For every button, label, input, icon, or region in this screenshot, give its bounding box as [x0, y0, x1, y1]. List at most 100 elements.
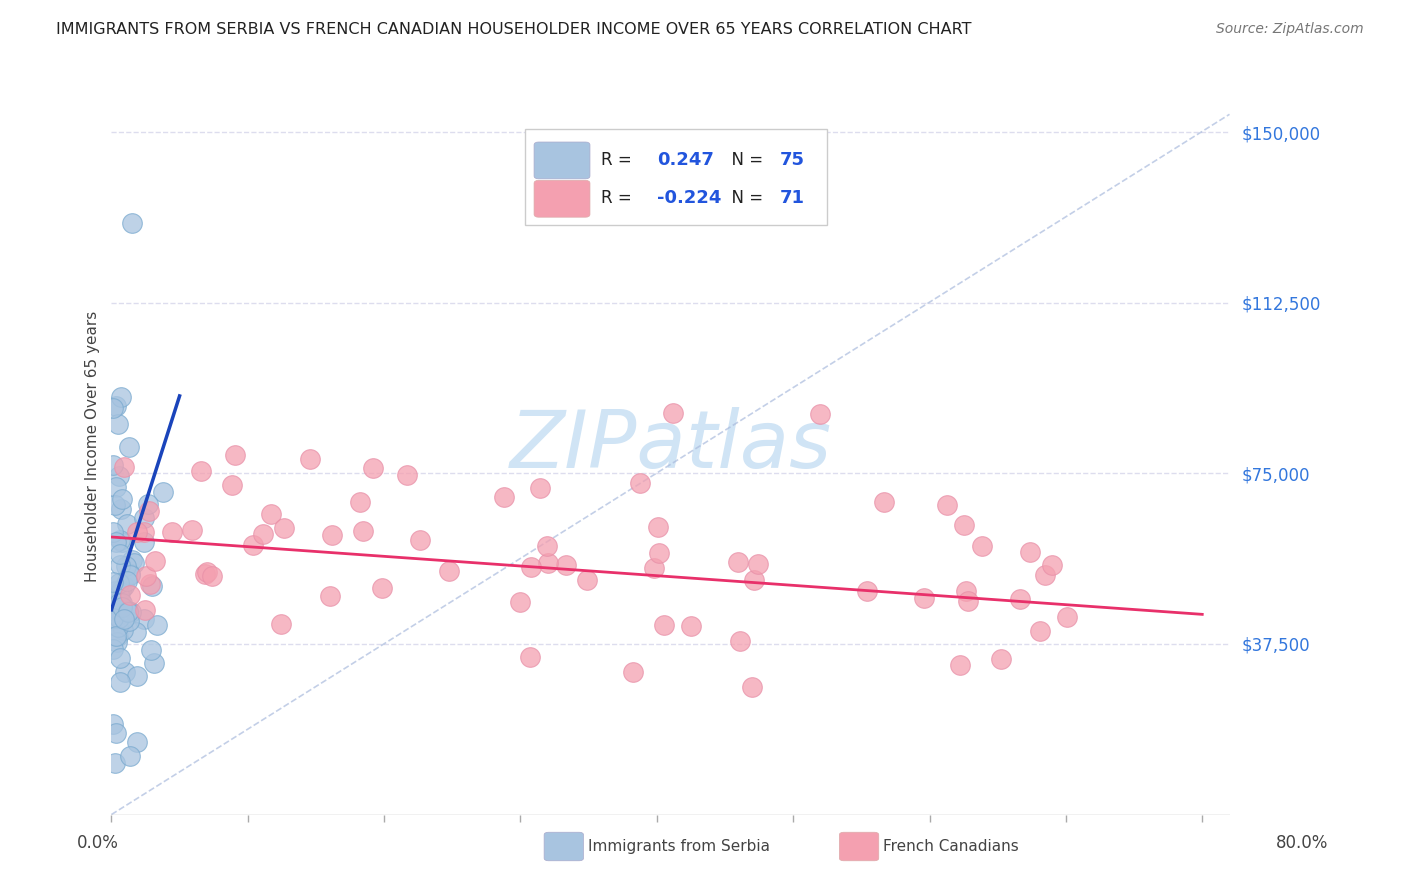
Point — [121, 553, 143, 567]
Point — [118, 568, 141, 582]
Point — [134, 511, 156, 525]
Point — [103, 717, 125, 731]
Point — [122, 556, 145, 570]
Point — [110, 558, 132, 572]
Point — [127, 669, 149, 683]
Point — [536, 540, 558, 554]
Point — [953, 517, 976, 532]
Point — [529, 481, 551, 495]
FancyBboxPatch shape — [524, 129, 827, 225]
Text: Immigrants from Serbia: Immigrants from Serbia — [588, 839, 769, 854]
Point — [110, 501, 132, 516]
Text: N =: N = — [721, 189, 768, 207]
Point — [136, 497, 159, 511]
Point — [103, 584, 125, 599]
Point — [742, 573, 765, 587]
Text: 71: 71 — [780, 189, 806, 207]
Point — [112, 579, 135, 593]
Point — [105, 602, 128, 616]
Point — [661, 406, 683, 420]
Point — [647, 520, 669, 534]
Text: Source: ZipAtlas.com: Source: ZipAtlas.com — [1216, 22, 1364, 37]
Text: 80.0%: 80.0% — [1277, 834, 1329, 852]
Point — [1019, 545, 1042, 559]
Point — [110, 597, 132, 611]
Point — [139, 643, 162, 657]
Point — [728, 634, 751, 648]
Text: 0.0%: 0.0% — [77, 834, 120, 852]
Point — [747, 557, 769, 571]
Point — [180, 523, 202, 537]
Point — [652, 617, 675, 632]
Point — [105, 480, 128, 494]
Point — [648, 546, 671, 560]
Point — [319, 589, 342, 603]
Point — [190, 465, 212, 479]
Point — [107, 417, 129, 432]
Point — [270, 617, 292, 632]
Point — [138, 576, 160, 591]
Point — [349, 495, 371, 509]
Point — [110, 599, 132, 614]
Point — [252, 526, 274, 541]
Point — [115, 574, 138, 588]
Point — [321, 527, 343, 541]
Point — [101, 575, 124, 590]
Point — [912, 591, 935, 605]
Point — [132, 524, 155, 539]
Point — [955, 584, 977, 599]
Point — [125, 734, 148, 748]
Point — [643, 561, 665, 575]
Point — [509, 595, 531, 609]
Point — [141, 579, 163, 593]
Point — [103, 524, 125, 539]
Point — [108, 651, 131, 665]
Point — [115, 559, 138, 574]
Point — [409, 533, 432, 547]
Point — [949, 657, 972, 672]
Point — [107, 629, 129, 643]
Point — [492, 491, 515, 505]
Point — [104, 498, 127, 512]
Point — [104, 399, 127, 413]
Point — [132, 535, 155, 549]
Point — [396, 467, 419, 482]
FancyBboxPatch shape — [534, 142, 591, 179]
Point — [114, 665, 136, 679]
Point — [104, 756, 127, 771]
Point — [108, 611, 131, 625]
Point — [260, 507, 283, 521]
Text: IMMIGRANTS FROM SERBIA VS FRENCH CANADIAN HOUSEHOLDER INCOME OVER 65 YEARS CORRE: IMMIGRANTS FROM SERBIA VS FRENCH CANADIA… — [56, 22, 972, 37]
Point — [118, 440, 141, 454]
Point — [1029, 624, 1052, 639]
Point — [242, 538, 264, 552]
Point — [224, 448, 246, 462]
Point — [105, 726, 128, 740]
Point — [107, 587, 129, 601]
Point — [727, 555, 749, 569]
Point — [1008, 591, 1031, 606]
Point — [1040, 558, 1063, 572]
Point — [125, 624, 148, 639]
Point — [352, 524, 374, 538]
Text: ZIPatlas: ZIPatlas — [509, 407, 831, 485]
Point — [990, 652, 1012, 666]
Point — [956, 594, 979, 608]
Point — [101, 613, 124, 627]
Point — [856, 583, 879, 598]
Point — [110, 607, 132, 621]
Point — [107, 609, 129, 624]
Point — [554, 558, 576, 573]
Point — [108, 547, 131, 561]
Point — [371, 581, 394, 595]
Point — [101, 401, 124, 416]
Point — [104, 599, 127, 614]
Point — [110, 390, 132, 404]
Point — [118, 588, 141, 602]
Point — [152, 485, 174, 500]
Point — [107, 620, 129, 634]
Point — [111, 492, 134, 507]
Point — [101, 458, 124, 472]
Point — [363, 460, 385, 475]
Point — [101, 642, 124, 657]
